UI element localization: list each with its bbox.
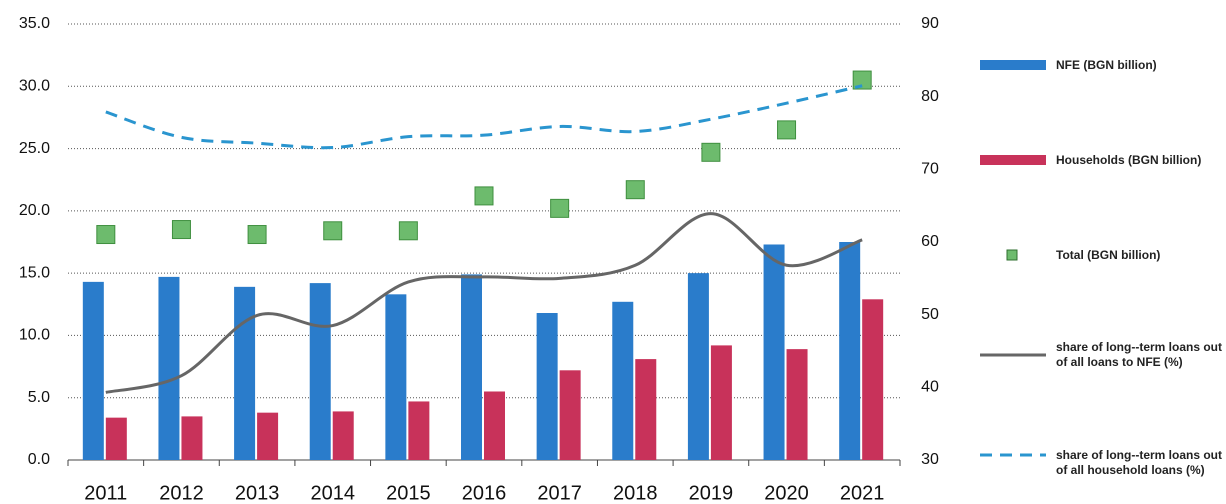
y-tick-label: 15.0 — [19, 264, 50, 281]
bar — [461, 274, 482, 460]
y2-tick-label: 30 — [921, 451, 939, 468]
bar — [710, 345, 732, 460]
bar — [408, 401, 430, 460]
marker — [777, 120, 797, 140]
legend-swatch — [980, 155, 1046, 165]
bar — [82, 281, 104, 460]
legend-label: Households (BGN billion) — [1056, 152, 1202, 167]
y2-tick-label: 50 — [921, 306, 939, 323]
y2-tick-label: 60 — [921, 233, 939, 250]
y-tick-label: 30.0 — [19, 78, 50, 95]
y2-tick-label: 40 — [921, 379, 939, 396]
bar — [181, 416, 203, 460]
bar — [234, 286, 256, 460]
bar — [687, 273, 709, 460]
x-tick-label: 2013 — [235, 482, 280, 504]
bar — [105, 417, 127, 460]
x-tick-label: 2011 — [84, 482, 127, 504]
legend-swatch — [980, 60, 1046, 70]
legend-label: Total (BGN billion) — [1056, 247, 1161, 262]
y2-tick-label: 70 — [921, 161, 939, 178]
y-tick-label: 5.0 — [28, 389, 50, 406]
y-tick-label: 0.0 — [28, 451, 50, 468]
x-tick-label: 2016 — [462, 482, 507, 504]
y2-tick-label: 80 — [921, 88, 939, 105]
legend-label: NFE (BGN billion) — [1056, 57, 1157, 72]
x-tick-label: 2012 — [159, 482, 204, 504]
y-tick-label: 35.0 — [19, 15, 50, 32]
bar — [612, 301, 634, 460]
bar — [559, 370, 581, 460]
marker — [701, 142, 721, 162]
bar — [536, 313, 558, 460]
bar — [862, 299, 884, 460]
bar — [484, 391, 505, 460]
bar — [786, 349, 808, 460]
bar — [158, 276, 180, 460]
marker — [323, 221, 343, 241]
bar — [763, 244, 785, 460]
marker — [96, 225, 116, 245]
bar — [839, 242, 861, 460]
bar — [332, 411, 354, 460]
y-tick-label: 10.0 — [19, 327, 50, 344]
x-tick-label: 2018 — [613, 482, 658, 504]
line — [105, 212, 863, 394]
y-tick-label: 20.0 — [19, 202, 50, 219]
y-tick-label: 25.0 — [19, 140, 50, 157]
marker — [852, 70, 872, 90]
x-tick-label: 2015 — [386, 482, 431, 504]
line — [105, 84, 863, 150]
x-tick-label: 2014 — [310, 482, 355, 504]
bar — [635, 359, 657, 460]
x-tick-label: 2019 — [689, 482, 734, 504]
x-tick-label: 2017 — [537, 482, 582, 504]
y2-tick-label: 90 — [921, 15, 939, 32]
marker — [625, 180, 645, 200]
legend-label: share of long--term loans out of all loa… — [1056, 340, 1223, 369]
x-tick-label: 2020 — [764, 482, 809, 504]
marker — [247, 225, 267, 245]
bar — [385, 294, 407, 460]
legend-swatch — [1006, 249, 1018, 261]
legend-label: share of long--term loans out of all hou… — [1056, 448, 1223, 477]
marker — [550, 198, 570, 218]
x-tick-label: 2021 — [840, 482, 885, 504]
bar — [257, 412, 279, 460]
marker — [398, 221, 418, 241]
marker — [171, 220, 191, 240]
marker — [474, 186, 494, 206]
bar — [309, 283, 331, 460]
